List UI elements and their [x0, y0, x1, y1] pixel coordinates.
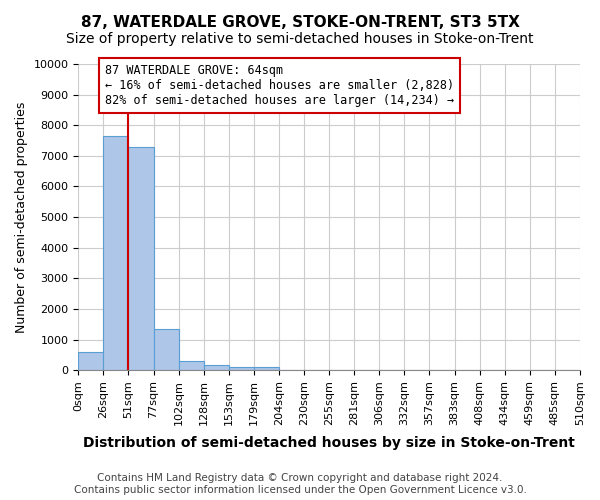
Bar [179, 361, 204, 370]
Bar [254, 368, 279, 370]
Bar [204, 365, 229, 370]
Bar [128, 148, 154, 370]
Text: Contains HM Land Registry data © Crown copyright and database right 2024.
Contai: Contains HM Land Registry data © Crown c… [74, 474, 526, 495]
Y-axis label: Number of semi-detached properties: Number of semi-detached properties [15, 102, 28, 333]
Bar [229, 367, 254, 370]
Text: Size of property relative to semi-detached houses in Stoke-on-Trent: Size of property relative to semi-detach… [66, 32, 534, 46]
Text: 87 WATERDALE GROVE: 64sqm
← 16% of semi-detached houses are smaller (2,828)
82% : 87 WATERDALE GROVE: 64sqm ← 16% of semi-… [104, 64, 454, 107]
X-axis label: Distribution of semi-detached houses by size in Stoke-on-Trent: Distribution of semi-detached houses by … [83, 436, 575, 450]
Text: 87, WATERDALE GROVE, STOKE-ON-TRENT, ST3 5TX: 87, WATERDALE GROVE, STOKE-ON-TRENT, ST3… [80, 15, 520, 30]
Bar [78, 352, 103, 370]
Bar [103, 136, 128, 370]
Bar [154, 328, 179, 370]
